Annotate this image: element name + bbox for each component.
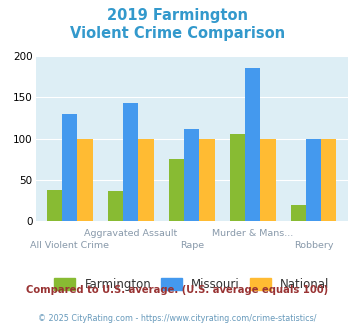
Bar: [184, 129, 199, 221]
Bar: [169, 159, 184, 221]
Text: Robbery: Robbery: [294, 241, 333, 250]
Bar: [321, 139, 337, 221]
Text: 2019 Farmington: 2019 Farmington: [107, 8, 248, 23]
Bar: [138, 139, 154, 221]
Bar: [291, 205, 306, 221]
Bar: [260, 139, 275, 221]
Bar: [199, 139, 214, 221]
Bar: [108, 190, 123, 221]
Bar: [62, 114, 77, 221]
Text: Compared to U.S. average. (U.S. average equals 100): Compared to U.S. average. (U.S. average …: [26, 285, 329, 295]
Text: Aggravated Assault: Aggravated Assault: [84, 229, 178, 238]
Bar: [230, 134, 245, 221]
Bar: [47, 190, 62, 221]
Text: All Violent Crime: All Violent Crime: [30, 241, 109, 250]
Bar: [123, 103, 138, 221]
Text: Violent Crime Comparison: Violent Crime Comparison: [70, 26, 285, 41]
Text: Murder & Mans...: Murder & Mans...: [212, 229, 293, 238]
Text: Rape: Rape: [180, 241, 204, 250]
Bar: [245, 68, 260, 221]
Legend: Farmington, Missouri, National: Farmington, Missouri, National: [49, 273, 334, 296]
Bar: [306, 139, 321, 221]
Bar: [77, 139, 93, 221]
Text: © 2025 CityRating.com - https://www.cityrating.com/crime-statistics/: © 2025 CityRating.com - https://www.city…: [38, 314, 317, 323]
